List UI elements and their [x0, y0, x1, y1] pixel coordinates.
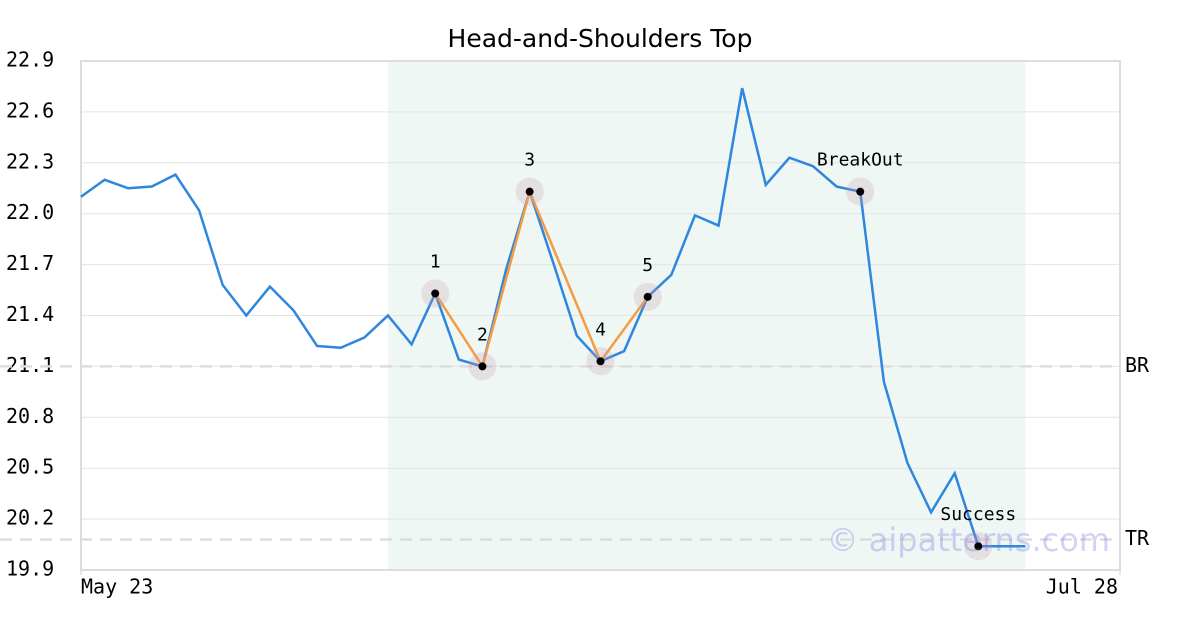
plot-frame	[80, 60, 1121, 571]
annotation-label: Success	[940, 504, 1016, 525]
x-tick-label: May 23	[81, 575, 153, 599]
y-tick-label: 21.7	[6, 251, 54, 275]
y-tick-label: 22.0	[6, 200, 54, 224]
chart-title: Head-and-Shoulders Top	[448, 24, 753, 53]
annotation-label: 2	[477, 324, 488, 345]
marker-dot	[856, 187, 865, 196]
marker-dot	[431, 289, 440, 298]
marker-dot	[643, 292, 652, 301]
annotation-label: 1	[430, 251, 441, 272]
x-tick-label: Jul 28	[1046, 575, 1118, 599]
annotation-label: 3	[524, 150, 535, 171]
y-tick-label: 21.4	[6, 302, 54, 326]
y-tick-label: 21.1	[6, 353, 54, 377]
watermark: © aipatterns.com	[827, 521, 1110, 559]
y-tick-label: 22.6	[6, 98, 54, 122]
y-tick-label: 20.8	[6, 404, 54, 428]
y-tick-label: 22.9	[6, 48, 54, 72]
marker-dot	[974, 542, 983, 551]
price-line	[80, 87, 1026, 548]
level-label: TR	[1125, 526, 1150, 550]
marker-dot	[596, 357, 605, 366]
annotation-label: 5	[642, 255, 653, 276]
marker-dot	[525, 187, 534, 196]
level-label: BR	[1125, 353, 1150, 377]
y-tick-label: 19.9	[6, 557, 54, 581]
y-tick-label: 20.5	[6, 455, 54, 479]
annotation-label: 4	[595, 319, 606, 340]
y-tick-label: 22.3	[6, 149, 54, 173]
y-tick-label: 20.2	[6, 506, 54, 530]
annotation-label: BreakOut	[817, 150, 904, 171]
marker-dot	[478, 362, 487, 371]
